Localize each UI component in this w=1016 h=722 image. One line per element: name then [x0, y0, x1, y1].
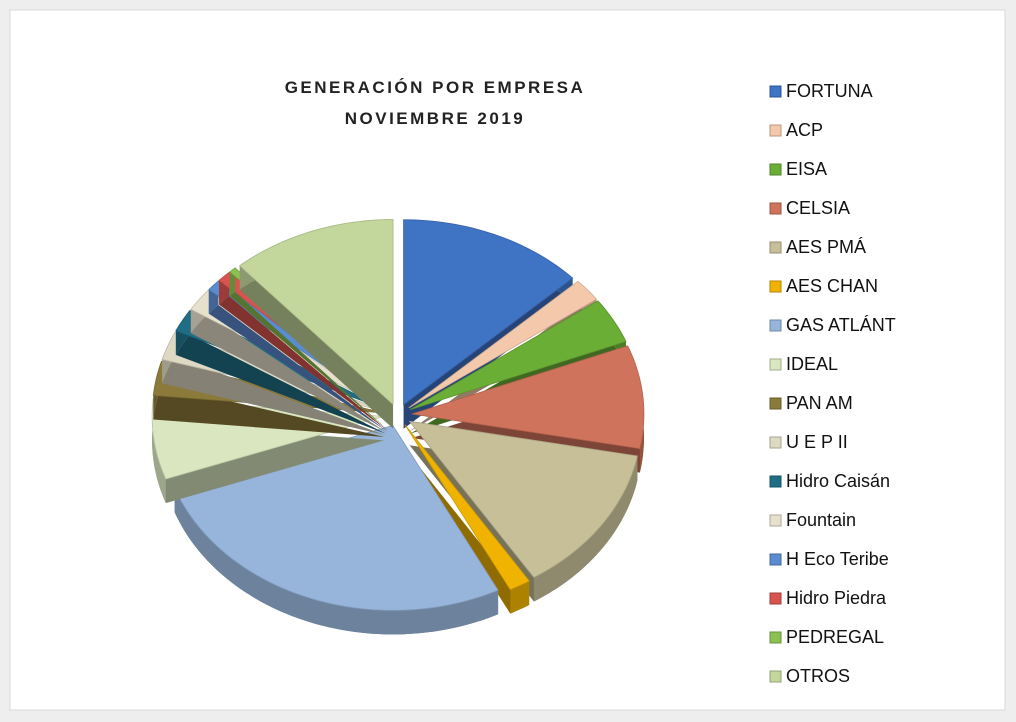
legend-swatch [769, 163, 782, 176]
slice-top [411, 345, 645, 450]
slice-bottom [175, 334, 386, 434]
legend-label: H Eco Teribe [786, 549, 889, 569]
legend-swatch [769, 85, 782, 98]
legend-swatch [769, 358, 782, 371]
legend-label: Fountain [786, 510, 856, 530]
legend-swatch [769, 475, 782, 488]
slice-bottom [162, 356, 385, 436]
pie-slice [411, 345, 645, 473]
legend-label: GAS ATLÁNT [786, 315, 896, 335]
legend-swatch [769, 631, 782, 644]
slice-wall [152, 398, 166, 504]
legend-label: FORTUNA [786, 81, 873, 101]
legend-label: Hidro Caisán [786, 471, 890, 491]
legend-label: ACP [786, 120, 823, 140]
slice-bottom [208, 304, 388, 432]
legend-label: U E P II [786, 432, 848, 452]
legend-swatch [769, 514, 782, 527]
slice-bottom [218, 296, 389, 432]
legend-label: CELSIA [786, 198, 850, 218]
legend-swatch [769, 124, 782, 137]
legend-swatch [769, 436, 782, 449]
legend-swatch [769, 202, 782, 215]
slice-top [408, 420, 638, 579]
slice-top [408, 280, 598, 409]
legend-swatch [769, 241, 782, 254]
slice-top [403, 219, 574, 406]
legend-swatch [769, 280, 782, 293]
slice-top [410, 300, 627, 410]
slice-wall [533, 455, 638, 602]
pie [151, 219, 645, 635]
legend-label: PEDREGAL [786, 627, 884, 647]
legend-swatch [769, 592, 782, 605]
legend-label: PAN AM [786, 393, 853, 413]
pie-slice [238, 219, 394, 429]
legend: FORTUNA ACP EISA CELSIA AES PMÁ AES CHAN GAS A… [769, 81, 896, 686]
slice-top [238, 219, 394, 406]
legend-swatch [769, 553, 782, 566]
legend-label: AES CHAN [786, 276, 878, 296]
slice-top [404, 424, 530, 591]
slice-bottom [190, 314, 387, 433]
chart-title: GENERACIÓN POR EMPRESA [285, 78, 586, 97]
slice-wall [174, 488, 499, 635]
legend-label: OTROS [786, 666, 850, 686]
slice-wall [510, 580, 530, 614]
slice-bottom [229, 291, 389, 431]
legend-label: Hidro Piedra [786, 588, 887, 608]
legend-label: IDEAL [786, 354, 838, 374]
pie-slice [408, 420, 638, 602]
pie-slice [404, 424, 530, 614]
legend-label: EISA [786, 159, 827, 179]
legend-swatch [769, 670, 782, 683]
legend-swatch [769, 397, 782, 410]
legend-label: AES PMÁ [786, 237, 866, 257]
slice-bottom [404, 448, 530, 614]
legend-swatch [769, 319, 782, 332]
chart-title: NOVIEMBRE 2019 [345, 109, 526, 128]
